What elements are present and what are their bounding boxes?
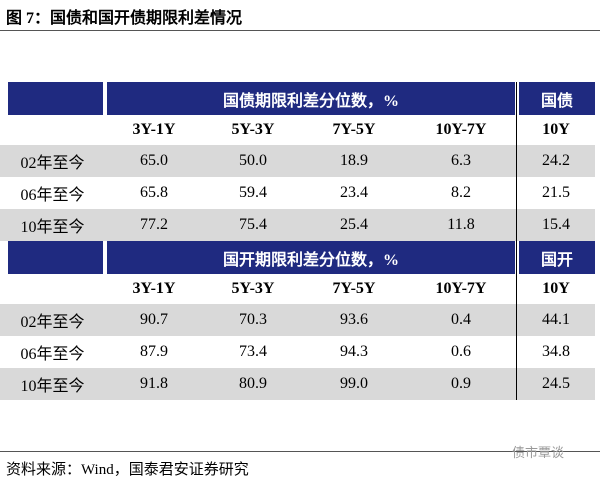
value-cell: 59.4 bbox=[239, 184, 267, 201]
value-cell: 0.4 bbox=[405, 304, 517, 336]
value-cell: 77.2 bbox=[105, 209, 203, 241]
title-rule bbox=[0, 30, 600, 31]
header-band bbox=[8, 241, 103, 274]
column-header: 5Y-3Y bbox=[231, 280, 275, 297]
value-cell: 73.4 bbox=[239, 343, 267, 360]
side-title: 国开 bbox=[519, 241, 595, 274]
value-cell: 15.4 bbox=[517, 209, 595, 241]
value-cell: 18.9 bbox=[303, 145, 405, 177]
value-cell: 93.6 bbox=[303, 304, 405, 336]
value-cell: 23.4 bbox=[340, 184, 368, 201]
table: 国债期限利差分位数，% 国债 3Y-1Y 5Y-3Y 7Y-5Y 10Y-7Y 10Y 02年… bbox=[0, 82, 600, 402]
row-label: 06年至今 bbox=[20, 187, 85, 204]
header-band bbox=[8, 82, 103, 115]
row-label: 02年至今 bbox=[0, 145, 105, 177]
value-cell: 44.1 bbox=[517, 304, 595, 336]
column-header: 10Y-7Y bbox=[435, 121, 487, 138]
row-label: 10年至今 bbox=[0, 209, 105, 241]
column-header: 7Y-5Y bbox=[332, 121, 376, 138]
row-label: 10年至今 bbox=[0, 368, 105, 400]
column-header: 10Y bbox=[542, 280, 570, 297]
value-cell: 24.5 bbox=[517, 368, 595, 400]
value-cell: 65.0 bbox=[105, 145, 203, 177]
value-cell: 24.2 bbox=[517, 145, 595, 177]
value-cell: 21.5 bbox=[542, 184, 570, 201]
column-header: 3Y-1Y bbox=[132, 280, 176, 297]
value-cell: 94.3 bbox=[340, 343, 368, 360]
value-cell: 91.8 bbox=[105, 368, 203, 400]
value-cell: 0.6 bbox=[451, 343, 471, 360]
value-cell: 34.8 bbox=[542, 343, 570, 360]
side-title: 国债 bbox=[519, 82, 595, 115]
value-cell: 70.3 bbox=[203, 304, 303, 336]
source: 资料来源：Wind，国泰君安证券研究 bbox=[6, 462, 249, 478]
row-label: 06年至今 bbox=[20, 346, 85, 363]
value-cell: 87.9 bbox=[140, 343, 168, 360]
value-cell: 90.7 bbox=[105, 304, 203, 336]
value-cell: 65.8 bbox=[140, 184, 168, 201]
column-header: 10Y bbox=[542, 121, 570, 138]
value-cell: 6.3 bbox=[405, 145, 517, 177]
value-cell: 25.4 bbox=[303, 209, 405, 241]
value-cell: 11.8 bbox=[405, 209, 517, 241]
column-header: 10Y-7Y bbox=[435, 280, 487, 297]
column-header: 5Y-3Y bbox=[231, 121, 275, 138]
title: 图 7：国债和国开债期限利差情况 bbox=[6, 10, 243, 27]
value-cell: 50.0 bbox=[203, 145, 303, 177]
column-header: 3Y-1Y bbox=[132, 121, 176, 138]
section-title: 国债期限利差分位数，% bbox=[107, 82, 515, 115]
value-cell: 99.0 bbox=[303, 368, 405, 400]
value-cell: 0.9 bbox=[405, 368, 517, 400]
watermark: 债市覃谈 bbox=[512, 446, 565, 461]
footer-rule bbox=[0, 451, 600, 452]
section-title: 国开期限利差分位数，% bbox=[107, 241, 515, 274]
value-cell: 8.2 bbox=[451, 184, 471, 201]
value-cell: 80.9 bbox=[203, 368, 303, 400]
column-header: 7Y-5Y bbox=[332, 280, 376, 297]
column-divider bbox=[516, 82, 517, 400]
row-label: 02年至今 bbox=[0, 304, 105, 336]
value-cell: 75.4 bbox=[203, 209, 303, 241]
